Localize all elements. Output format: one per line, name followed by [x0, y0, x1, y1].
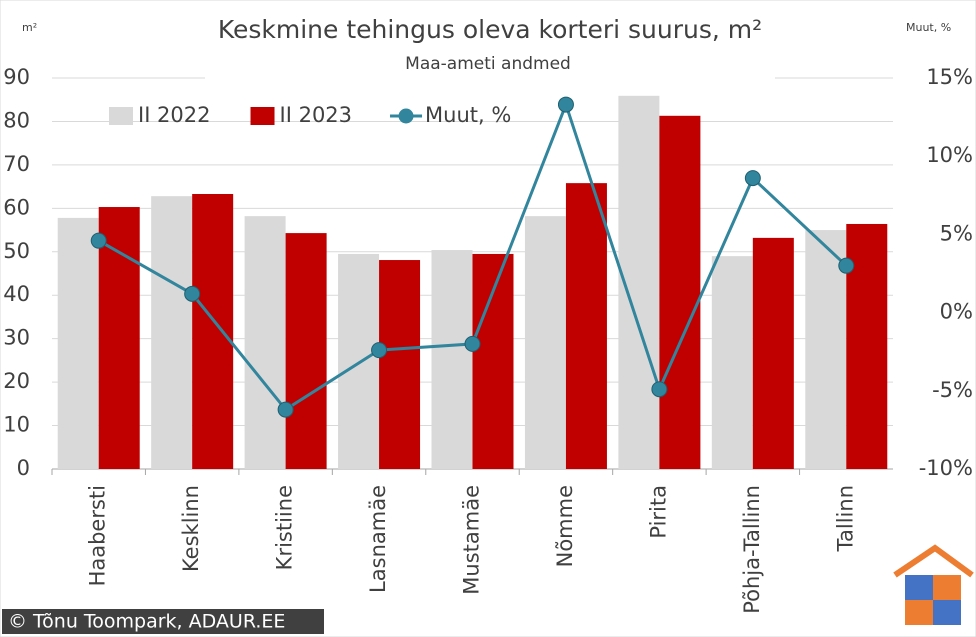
x-tick-label: Tallinn	[833, 485, 857, 552]
logo-piece	[933, 575, 961, 600]
marker	[838, 257, 855, 274]
x-tick-label: Pirita	[646, 485, 670, 539]
marker	[744, 170, 761, 187]
y-tick-label: 80	[3, 108, 30, 132]
legend-swatch	[250, 107, 275, 125]
legend-label: Muut, %	[425, 103, 511, 127]
marker	[371, 342, 388, 359]
x-tick-label: Lasnamäe	[366, 485, 390, 593]
y2-tick-label: 0%	[940, 300, 973, 324]
y2-tick-label: -5%	[932, 378, 973, 402]
logo-roof	[893, 544, 974, 578]
y-axis-label: m²	[22, 21, 37, 34]
bar	[244, 216, 286, 469]
y-tick-label: 40	[3, 282, 30, 306]
bar	[431, 250, 473, 469]
x-tick-label: Nõmme	[553, 485, 577, 567]
chart-title: Keskmine tehingus oleva korteri suurus, …	[218, 15, 762, 44]
x-tick-label: Põhja-Tallinn	[740, 485, 764, 614]
bar	[151, 196, 193, 469]
logo-piece	[905, 600, 933, 625]
logo-piece	[905, 575, 933, 600]
marker	[464, 335, 481, 352]
x-tick-label: Haabersti	[86, 485, 110, 586]
y2-tick-label: 15%	[926, 65, 973, 89]
marks	[57, 95, 888, 470]
y-tick-label: 60	[3, 195, 30, 219]
y2-tick-label: 10%	[926, 143, 973, 167]
credit: © Tõnu Toompark, ADAUR.EE	[8, 611, 285, 633]
y-tick-label: 20	[3, 369, 30, 393]
marker	[184, 285, 201, 302]
marker	[90, 232, 107, 249]
bar	[285, 233, 327, 469]
bar	[711, 256, 753, 469]
bar	[752, 237, 794, 469]
marker	[651, 381, 668, 398]
legend-label: II 2022	[138, 103, 211, 127]
bar	[192, 193, 234, 469]
legend-swatch	[109, 107, 133, 125]
legend-swatch	[398, 108, 414, 124]
credit-box	[2, 609, 324, 634]
y-tick-label: 50	[3, 239, 30, 263]
bar	[659, 115, 701, 470]
bar	[379, 260, 421, 469]
x-tick-label: Kesklinn	[179, 485, 203, 572]
bar	[98, 207, 140, 469]
x-tick-label: Kristiine	[273, 485, 297, 570]
title-backdrop	[205, 10, 775, 80]
marker	[557, 96, 574, 113]
legend-label: II 2023	[280, 103, 353, 127]
bar	[57, 217, 99, 469]
chart-subtitle: Maa-ameti andmed	[405, 54, 571, 74]
y-tick-label: 90	[3, 65, 30, 89]
legend: II 2022 II 2023 Muut, %	[109, 103, 511, 127]
y2-tick-label: -10%	[919, 456, 973, 480]
x-tick-label: Mustamäe	[460, 485, 484, 595]
y-tick-label: 0	[17, 456, 30, 480]
bar	[805, 230, 847, 469]
y-tick-label: 70	[3, 152, 30, 176]
bar	[565, 183, 607, 469]
marker	[277, 401, 294, 418]
y-tick-label: 10	[3, 413, 30, 437]
y2-tick-label: 5%	[940, 221, 973, 245]
logo-piece	[933, 600, 961, 625]
y-tick-label: 30	[3, 326, 30, 350]
logo	[893, 544, 974, 625]
bar	[524, 216, 566, 469]
y2-axis-label: Muut, %	[906, 21, 951, 34]
bar	[472, 253, 514, 469]
